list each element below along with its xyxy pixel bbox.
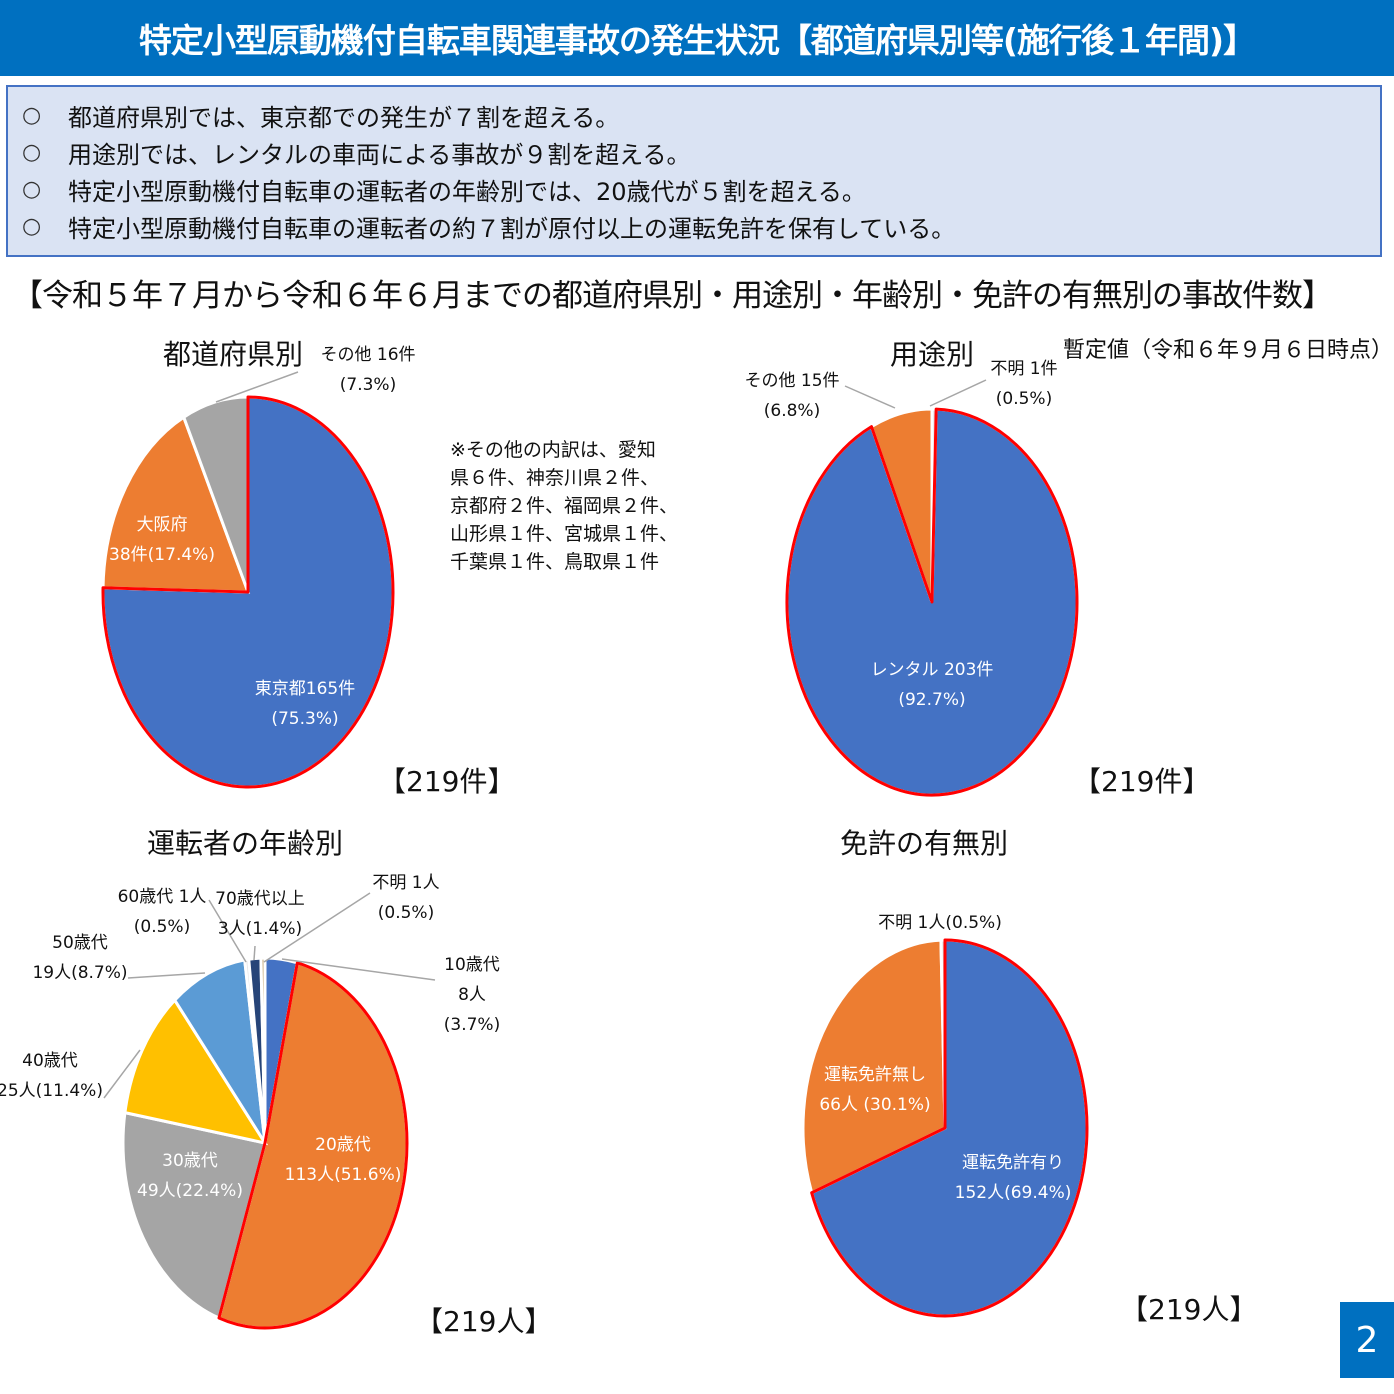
slice-label: (0.5%) — [996, 389, 1052, 409]
leader-line — [844, 385, 896, 409]
summary-item: ○ 都道府県別では、東京都での発生が７割を超える。 — [22, 97, 1380, 134]
slice-label: 25人(11.4%) — [0, 1081, 103, 1101]
title-banner: 特定小型原動機付自転車関連事故の発生状況【都道府県別等(施行後１年間)】 — [0, 0, 1394, 76]
slice-label: 60歳代 1人 — [118, 887, 207, 907]
highlight-outline — [810, 938, 1089, 1318]
slice-label: 運転免許無し — [824, 1065, 926, 1085]
slice-label: 運転免許有り — [962, 1153, 1064, 1173]
circle-bullet-icon: ○ — [22, 214, 42, 239]
leader-line — [103, 1049, 141, 1099]
other-breakdown-note: ※その他の内訳は、愛知 県６件、神奈川県２件、 京都府２件、福岡県２件、 山形県… — [450, 436, 678, 576]
summary-item: ○ 用途別では、レンタルの車両による事故が９割を超える。 — [22, 134, 1380, 171]
total-prefecture: 【219件】 — [378, 765, 516, 798]
slice-label: 30歳代 — [162, 1151, 218, 1171]
chart-title-license: 免許の有無別 — [840, 827, 1009, 860]
leader-line — [929, 379, 987, 407]
provisional-note: 暫定値（令和６年９月６日時点） — [1063, 338, 1394, 363]
slice-label: (6.8%) — [764, 401, 820, 421]
slice-label: (75.3%) — [271, 709, 338, 729]
pie-slice — [259, 956, 267, 1144]
summary-text: 特定小型原動機付自転車の運転者の年齢別では、20歳代が５割を超える。 — [68, 178, 866, 206]
summary-item: ○ 特定小型原動機付自転車の運転者の年齢別では、20歳代が５割を超える。 — [22, 171, 1380, 208]
chart-title-age: 運転者の年齢別 — [147, 827, 344, 860]
slice-label: 10歳代 — [444, 955, 500, 975]
slice-label: 40歳代 — [22, 1051, 78, 1071]
total-age: 【219人】 — [415, 1305, 553, 1338]
slice-label: 66人 (30.1%) — [819, 1095, 930, 1115]
slice-label: レンタル 203件 — [871, 660, 994, 680]
chart-title-usage: 用途別 — [890, 338, 975, 371]
total-usage: 【219件】 — [1073, 765, 1211, 798]
leader-line — [263, 892, 371, 963]
summary-text: 都道府県別では、東京都での発生が７割を超える。 — [68, 104, 620, 132]
leader-line — [208, 899, 247, 963]
circle-bullet-icon: ○ — [22, 177, 42, 202]
section-subtitle: 【令和５年７月から令和６年６月までの都道府県別・用途別・年齢別・免許の有無別の事… — [12, 278, 1333, 314]
pie-chart-3: 運転免許有り 152人(69.4%) 運転免許無し 66人 (30.1%) 不明 1人(… — [801, 913, 1089, 1318]
slice-label: 不明 1人(0.5%) — [878, 913, 1002, 933]
slice-label: 不明 1件 — [990, 359, 1057, 379]
slice-label: 113人(51.6%) — [285, 1165, 402, 1185]
slice-label: 不明 1人 — [372, 873, 439, 893]
breakdown-line: 京都府２件、福岡県２件、 — [450, 495, 679, 517]
pie-slice — [121, 1110, 267, 1321]
leader-line — [215, 371, 299, 403]
slice-label: 70歳代以上 — [215, 889, 305, 909]
pie-slice — [172, 958, 267, 1144]
slice-label: (3.7%) — [444, 1015, 500, 1035]
highlight-outline — [217, 961, 409, 1330]
pie-chart-1: 不明 1件 (0.5%) レンタル 203件 (92.7%) その他 15件 (6.8%) — [744, 359, 1079, 797]
summary-text: 特定小型原動機付自転車の運転者の約７割が原付以上の運転免許を保有している。 — [68, 215, 956, 243]
summary-box: ○ 都道府県別では、東京都での発生が７割を超える。 ○ 用途別では、レンタルの車… — [6, 85, 1382, 257]
slice-label: 19人(8.7%) — [32, 963, 127, 983]
pie-chart-0: 東京都165件 (75.3%) 大阪府 38件(17.4%) その他 16件 (7.3%) — [101, 345, 416, 789]
leader-line — [127, 972, 206, 979]
slice-label: 20歳代 — [315, 1135, 371, 1155]
slice-label: (0.5%) — [378, 903, 434, 923]
highlight-outline — [101, 395, 395, 789]
slice-label: (92.7%) — [898, 690, 965, 710]
slice-label: 38件(17.4%) — [109, 545, 215, 565]
summary-text: 用途別では、レンタルの車両による事故が９割を超える。 — [68, 141, 691, 169]
slice-label: 大阪府 — [137, 515, 188, 535]
slice-label: 東京都165件 — [255, 679, 355, 699]
breakdown-line: 山形県１件、宮城県１件、 — [450, 523, 679, 545]
slice-label: (0.5%) — [134, 917, 190, 937]
slice-label: その他 15件 — [744, 371, 839, 391]
circle-bullet-icon: ○ — [22, 103, 42, 128]
leader-line — [281, 958, 436, 981]
pie-slice — [801, 938, 947, 1195]
pie-slice — [123, 997, 269, 1146]
page-number: 2 — [1340, 1302, 1394, 1378]
slice-label: その他 16件 — [320, 345, 415, 365]
summary-item: ○ 特定小型原動機付自転車の運転者の約７割が原付以上の運転免許を保有している。 — [22, 208, 1380, 245]
breakdown-line: ※その他の内訳は、愛知 — [450, 439, 656, 461]
total-license: 【219人】 — [1120, 1293, 1258, 1326]
circle-bullet-icon: ○ — [22, 140, 42, 165]
slice-label: (7.3%) — [340, 375, 396, 395]
leader-line — [253, 945, 256, 961]
highlight-outline — [785, 407, 1079, 797]
breakdown-line: 県６件、神奈川県２件、 — [450, 467, 660, 489]
slice-label: 49人(22.4%) — [137, 1181, 243, 1201]
pie-chart-2: 10歳代 8人 (3.7%) 20歳代 113人(51.6%) 30歳代 49人(22.4%… — [0, 873, 500, 1330]
slice-label: 152人(69.4%) — [955, 1183, 1072, 1203]
slice-label: 8人 — [458, 985, 486, 1005]
slice-label: 50歳代 — [52, 933, 108, 953]
breakdown-line: 千葉県１件、鳥取県１件 — [450, 551, 660, 573]
chart-title-prefecture: 都道府県別 — [163, 338, 304, 371]
pie-slice — [101, 414, 251, 594]
page-title: 特定小型原動機付自転車関連事故の発生状況【都道府県別等(施行後１年間)】 — [138, 21, 1256, 60]
slice-label: 3人(1.4%) — [218, 919, 302, 939]
